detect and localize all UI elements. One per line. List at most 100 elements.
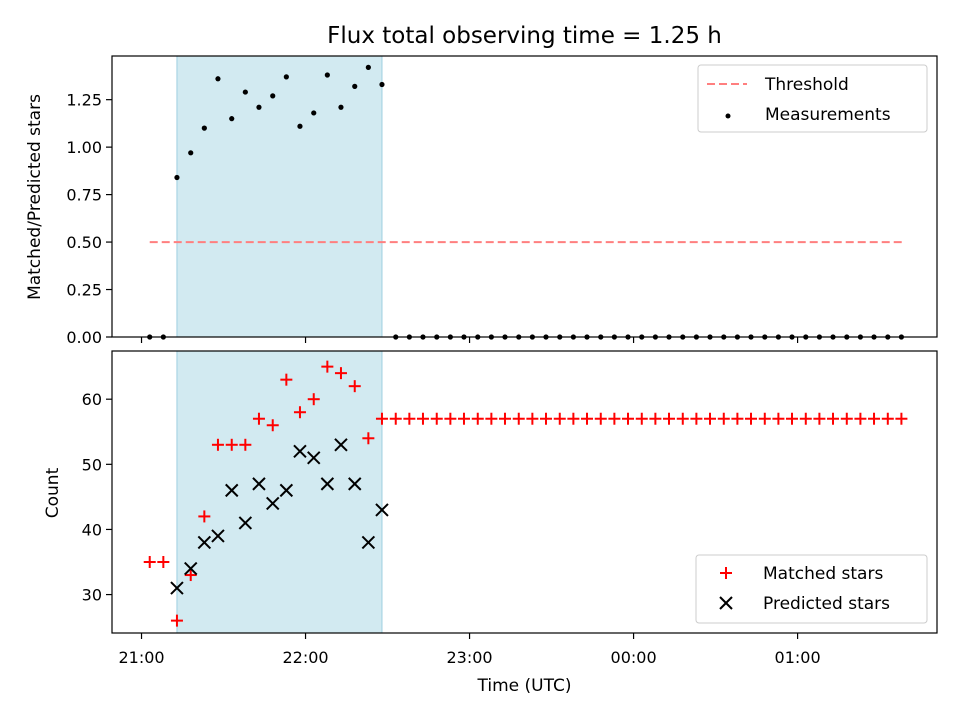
top-y-tick-label: 0.00 (66, 328, 102, 347)
bottom-y-tick-label: 60 (82, 390, 102, 409)
predicted-star-point (375, 503, 389, 517)
measurement-point (297, 123, 303, 129)
predicted-star-point (307, 451, 321, 465)
matched-star-point (157, 556, 170, 569)
top-legend: Threshold Measurements (697, 64, 928, 133)
top-panel-ratio: Flux total observing time = 1.25 h Match… (25, 23, 938, 347)
predicted-star-point (320, 477, 335, 491)
x-axis-label: Time (UTC) (477, 676, 572, 696)
legend-predicted-label: Predicted stars (763, 594, 890, 614)
predicted-star-point (348, 477, 362, 491)
matched-star-point (239, 438, 252, 451)
predicted-star-point (279, 483, 294, 498)
matched-star-point (348, 380, 361, 393)
matched-star-point (840, 412, 853, 425)
matched-star-point (321, 360, 334, 373)
bottom-legend: Matched stars Predicted stars (695, 554, 928, 624)
measurement-point (379, 81, 385, 88)
matched-star-point (704, 412, 717, 425)
matched-star-point (485, 412, 498, 425)
top-y-tick-label: 0.50 (66, 233, 102, 252)
matched-star-point (293, 406, 306, 419)
top-y-axis-label: Matched/Predicted stars (25, 94, 45, 300)
matched-star-point (553, 412, 566, 425)
bottom-panel-counts: Count Time (UTC) 30 40 50 60 21:00 22:00 23:00… (43, 350, 938, 696)
matched-star-point (690, 412, 703, 425)
observing-window-shade (176, 350, 383, 634)
legend-measurements-label: Measurements (765, 105, 891, 125)
predicted-star-point (361, 535, 376, 550)
matched-star-point (758, 412, 771, 425)
bottom-x-tick-label: 01:00 (775, 648, 821, 667)
measurement-point (174, 174, 180, 181)
matched-star-point (252, 412, 265, 425)
matched-star-point (498, 412, 511, 425)
observing-window-shade (176, 55, 383, 338)
predicted-star-point (184, 561, 198, 576)
matched-star-point (375, 412, 388, 425)
matched-star-point (512, 412, 525, 425)
matched-star-point (635, 412, 648, 425)
legend-predicted-swatch (719, 596, 733, 610)
matched-star-point (799, 412, 812, 425)
matched-star-point (211, 438, 224, 451)
matched-star-point (403, 412, 416, 425)
matched-star-point (649, 412, 662, 425)
legend-matched-swatch (720, 567, 732, 579)
matched-star-point (881, 412, 894, 425)
matched-star-point (608, 412, 621, 425)
matched-star-point (895, 412, 908, 425)
measurement-point (338, 104, 344, 110)
measurement-point (352, 83, 358, 89)
legend-matched-label: Matched stars (763, 564, 883, 584)
predicted-star-point (238, 516, 253, 530)
matched-star-point (225, 438, 238, 451)
matched-star-point (868, 412, 881, 425)
bottom-y-tick-label: 30 (82, 586, 102, 605)
top-plot-frame (111, 55, 938, 338)
matched-star-point (786, 412, 799, 425)
measurement-point (188, 150, 194, 156)
matched-star-point (731, 412, 744, 425)
bottom-x-tick-label: 22:00 (282, 648, 328, 667)
measurement-point (283, 74, 289, 80)
chart-title: Flux total observing time = 1.25 h (327, 23, 722, 49)
matched-star-point (143, 556, 156, 569)
top-y-tick-label: 0.75 (66, 186, 102, 205)
measurement-point (324, 72, 330, 78)
matched-star-point (334, 367, 347, 380)
measurement-point (270, 93, 276, 99)
top-y-tick-label: 1.25 (66, 91, 102, 110)
matched-star-point (430, 412, 443, 425)
matched-star-point (471, 412, 484, 425)
bottom-y-tick-label: 50 (82, 455, 102, 474)
matched-star-point (170, 614, 183, 627)
matched-star-point (362, 432, 375, 445)
measurement-point (242, 89, 248, 95)
matched-star-point (198, 510, 211, 523)
bottom-y-tick-label: 40 (82, 520, 102, 539)
bottom-plot-frame (111, 350, 938, 634)
matched-star-point (813, 412, 826, 425)
legend-threshold-label: Threshold (764, 75, 849, 95)
matched-star-point (827, 412, 840, 425)
matched-star-point (266, 419, 279, 432)
matched-star-point (580, 412, 593, 425)
matched-star-point (854, 412, 867, 425)
bottom-x-tick-label: 23:00 (446, 648, 492, 667)
measurement-point (311, 110, 317, 116)
predicted-star-point (266, 496, 280, 511)
measurement-point (215, 76, 221, 82)
measurement-point (365, 64, 371, 70)
predicted-star-point (225, 483, 239, 498)
matched-star-point (594, 412, 607, 425)
bottom-x-tick-label: 21:00 (118, 648, 164, 667)
bottom-y-axis-label: Count (43, 467, 63, 518)
matched-star-point (662, 412, 675, 425)
measurement-point (229, 116, 235, 122)
matched-star-point (444, 412, 457, 425)
matched-star-point (621, 412, 634, 425)
matched-star-point (676, 412, 689, 425)
matched-star-point (389, 412, 402, 425)
